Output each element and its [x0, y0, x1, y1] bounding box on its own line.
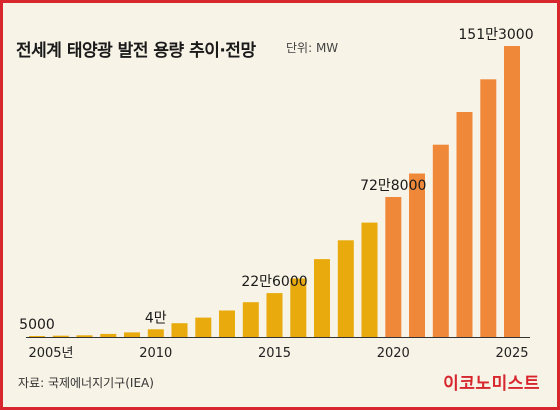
- data-label-2015: 22만6000: [241, 274, 307, 290]
- bar-2005: [29, 336, 45, 337]
- bar-2024: [480, 79, 497, 338]
- bar-2014: [242, 302, 259, 337]
- bar-2015: [266, 293, 283, 337]
- x-tick-label-2025: 2025: [495, 346, 528, 361]
- data-label-2005: 5000: [19, 317, 55, 333]
- x-tick-label-2005: 2005년: [28, 346, 73, 361]
- publisher-logo: 이코노미스트: [443, 374, 540, 394]
- source-note: 자료: 국제에너지기구(IEA): [18, 376, 154, 390]
- bar-2010: [147, 329, 164, 337]
- bar-2017: [314, 259, 330, 337]
- bar-2011: [171, 323, 188, 337]
- x-tick-label-2015: 2015: [258, 346, 291, 361]
- data-label-2010: 4만: [145, 310, 167, 326]
- bar-2018: [337, 240, 354, 337]
- bar-2013: [219, 310, 235, 337]
- data-label-2025: 151만3000: [458, 27, 533, 43]
- unit-label: 단위: MW: [286, 41, 339, 55]
- data-label-2020: 72만8000: [360, 178, 426, 194]
- bar-2008: [100, 333, 117, 337]
- bar-2009: [124, 332, 140, 337]
- x-tick-label-2020: 2020: [377, 346, 410, 361]
- bar-2025: [504, 46, 520, 337]
- bar-2020: [385, 197, 402, 337]
- bar-2012: [195, 317, 212, 337]
- bar-2019: [361, 222, 378, 337]
- bar-2006: [52, 335, 69, 337]
- bar-2007: [76, 335, 93, 337]
- bar-2021: [409, 173, 425, 337]
- x-tick-label-2010: 2010: [139, 346, 172, 361]
- bar-2023: [456, 112, 473, 337]
- chart-title: 전세계 태양광 발전 용량 추이·전망: [16, 41, 256, 61]
- bar-2022: [432, 144, 449, 337]
- bar-2016: [290, 278, 307, 337]
